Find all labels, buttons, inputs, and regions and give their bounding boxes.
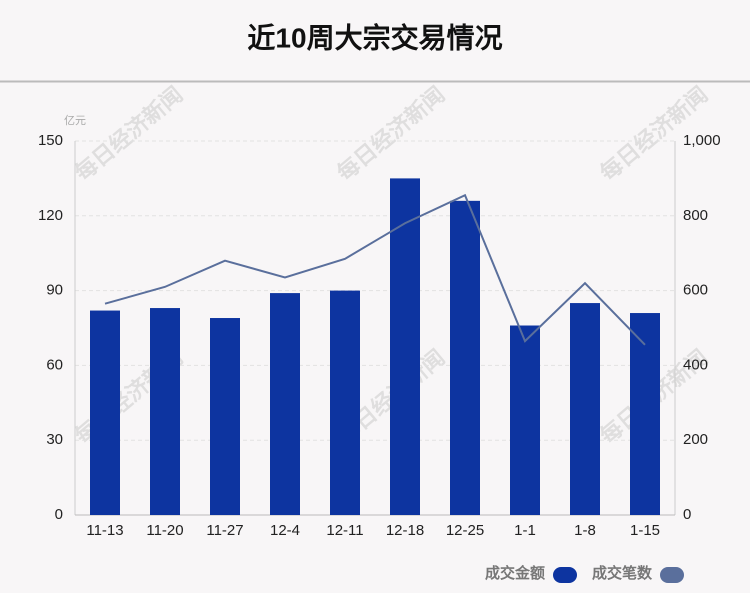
legend-swatch xyxy=(660,567,684,583)
x-tick-label: 1-1 xyxy=(514,522,536,539)
x-tick-label: 1-8 xyxy=(574,522,596,539)
chart-title: 近10周大宗交易情况 xyxy=(247,21,502,53)
x-tick-label: 12-11 xyxy=(326,522,363,539)
bar xyxy=(630,313,660,515)
x-tick-label: 11-20 xyxy=(146,522,183,539)
x-tick-label: 11-13 xyxy=(86,522,123,539)
y2-tick-label: 800 xyxy=(683,207,708,224)
y-tick-label: 30 xyxy=(46,431,63,448)
bar xyxy=(510,325,540,515)
y2-tick-label: 1,000 xyxy=(683,132,721,149)
bar xyxy=(150,308,180,515)
bar xyxy=(450,200,480,515)
legend-swatch xyxy=(553,567,577,583)
bar xyxy=(270,293,300,515)
y-tick-label: 0 xyxy=(55,506,63,523)
line xyxy=(104,193,646,346)
y2-tick-label: 0 xyxy=(683,506,691,523)
x-tick-label: 11-27 xyxy=(206,522,243,539)
legend-label: 成交金额 xyxy=(485,564,545,582)
y-tick-label: 90 xyxy=(46,282,63,299)
bar xyxy=(570,303,600,515)
y-tick-label: 120 xyxy=(38,207,63,224)
y-unit: 亿元 xyxy=(64,114,86,127)
bar xyxy=(90,310,120,515)
x-tick-label: 1-15 xyxy=(630,522,660,539)
x-tick-label: 12-4 xyxy=(270,522,300,539)
y2-tick-label: 200 xyxy=(683,431,708,448)
bar xyxy=(390,178,420,515)
y2-tick-label: 400 xyxy=(683,356,708,373)
y-tick-label: 150 xyxy=(38,132,63,149)
legend-label: 成交笔数 xyxy=(592,564,653,582)
y2-tick-label: 600 xyxy=(683,282,708,299)
y-tick-label: 60 xyxy=(46,356,63,373)
bar xyxy=(210,318,240,515)
x-tick-label: 12-25 xyxy=(446,522,484,539)
bar xyxy=(330,290,360,515)
x-tick-label: 12-18 xyxy=(386,522,424,539)
